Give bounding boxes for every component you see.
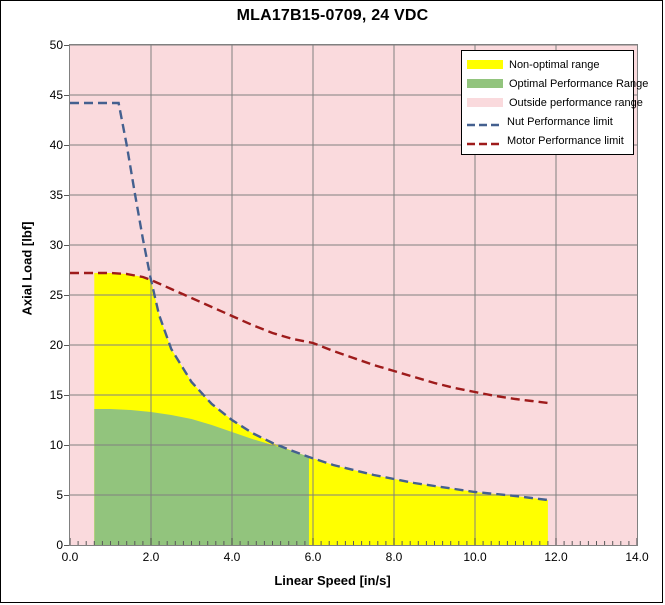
y-axis-tick-label: 5: [56, 488, 63, 502]
region-optimal-performance-range: [94, 409, 309, 545]
x-axis-tick-label: 10.0: [463, 550, 487, 564]
y-axis-major-tick: [64, 345, 69, 346]
y-axis-tick-label: 15: [49, 388, 63, 402]
legend-item: Outside performance range: [467, 93, 643, 112]
legend-item-label: Motor Performance limit: [507, 134, 624, 147]
y-axis-tick-label: 20: [49, 338, 63, 352]
x-axis-tick-label: 12.0: [544, 550, 568, 564]
legend-item-label: Optimal Performance Range: [509, 77, 649, 90]
y-axis-major-tick: [64, 145, 69, 146]
series-nut-performance-limit: [70, 101, 549, 502]
y-axis-major-tick: [64, 495, 69, 496]
x-axis-tick-label: 0.0: [61, 550, 79, 564]
page-title: MLA17B15-0709, 24 VDC: [236, 7, 429, 24]
legend-item-label: Non-optimal range: [509, 58, 600, 71]
legend-item-label: Nut Performance limit: [507, 115, 613, 128]
legend-item: Optimal Performance Range: [467, 74, 648, 93]
dashed-line-icon: [467, 117, 503, 127]
color-swatch-icon: [467, 60, 503, 69]
y-axis-major-tick: [64, 245, 69, 246]
x-axis-tick-label: 6.0: [304, 550, 322, 564]
x-axis-title: Linear Speed [in/s]: [274, 573, 391, 588]
y-axis-major-tick: [64, 395, 69, 396]
y-axis-major-tick: [64, 195, 69, 196]
y-axis-major-tick: [64, 545, 69, 546]
legend-item: Motor Performance limit: [467, 131, 628, 150]
y-axis-tick-label: 35: [49, 188, 63, 202]
y-axis-major-tick: [64, 445, 69, 446]
legend-item-label: Outside performance range: [509, 96, 643, 109]
y-axis-tick-label: 50: [49, 38, 63, 52]
y-axis-tick-label: 45: [49, 88, 63, 102]
x-axis-tick-label: 4.0: [223, 550, 241, 564]
x-axis-tick-label: 8.0: [385, 550, 403, 564]
y-axis-major-tick: [64, 95, 69, 96]
color-swatch-icon: [467, 79, 503, 88]
x-axis-tick-label: 14.0: [625, 550, 649, 564]
y-axis-tick-label: 0: [56, 538, 63, 552]
dashed-line-icon: [467, 136, 503, 146]
legend-item: Non-optimal range: [467, 55, 628, 74]
y-axis-major-tick: [64, 45, 69, 46]
x-axis-tick-label: 2.0: [142, 550, 160, 564]
y-axis-major-tick: [64, 295, 69, 296]
legend: Non-optimal range Optimal Performance Ran…: [461, 50, 648, 155]
y-axis-tick-label: 40: [49, 138, 63, 152]
y-axis-tick-label: 25: [49, 288, 63, 302]
y-axis-title: Axial Load [lbf]: [19, 221, 35, 316]
legend-item: Nut Performance limit: [467, 112, 628, 131]
y-axis-tick-label: 10: [49, 438, 63, 452]
y-axis-tick-label: 30: [49, 238, 63, 252]
series-motor-performance-limit: [70, 271, 549, 405]
color-swatch-icon: [467, 98, 503, 107]
